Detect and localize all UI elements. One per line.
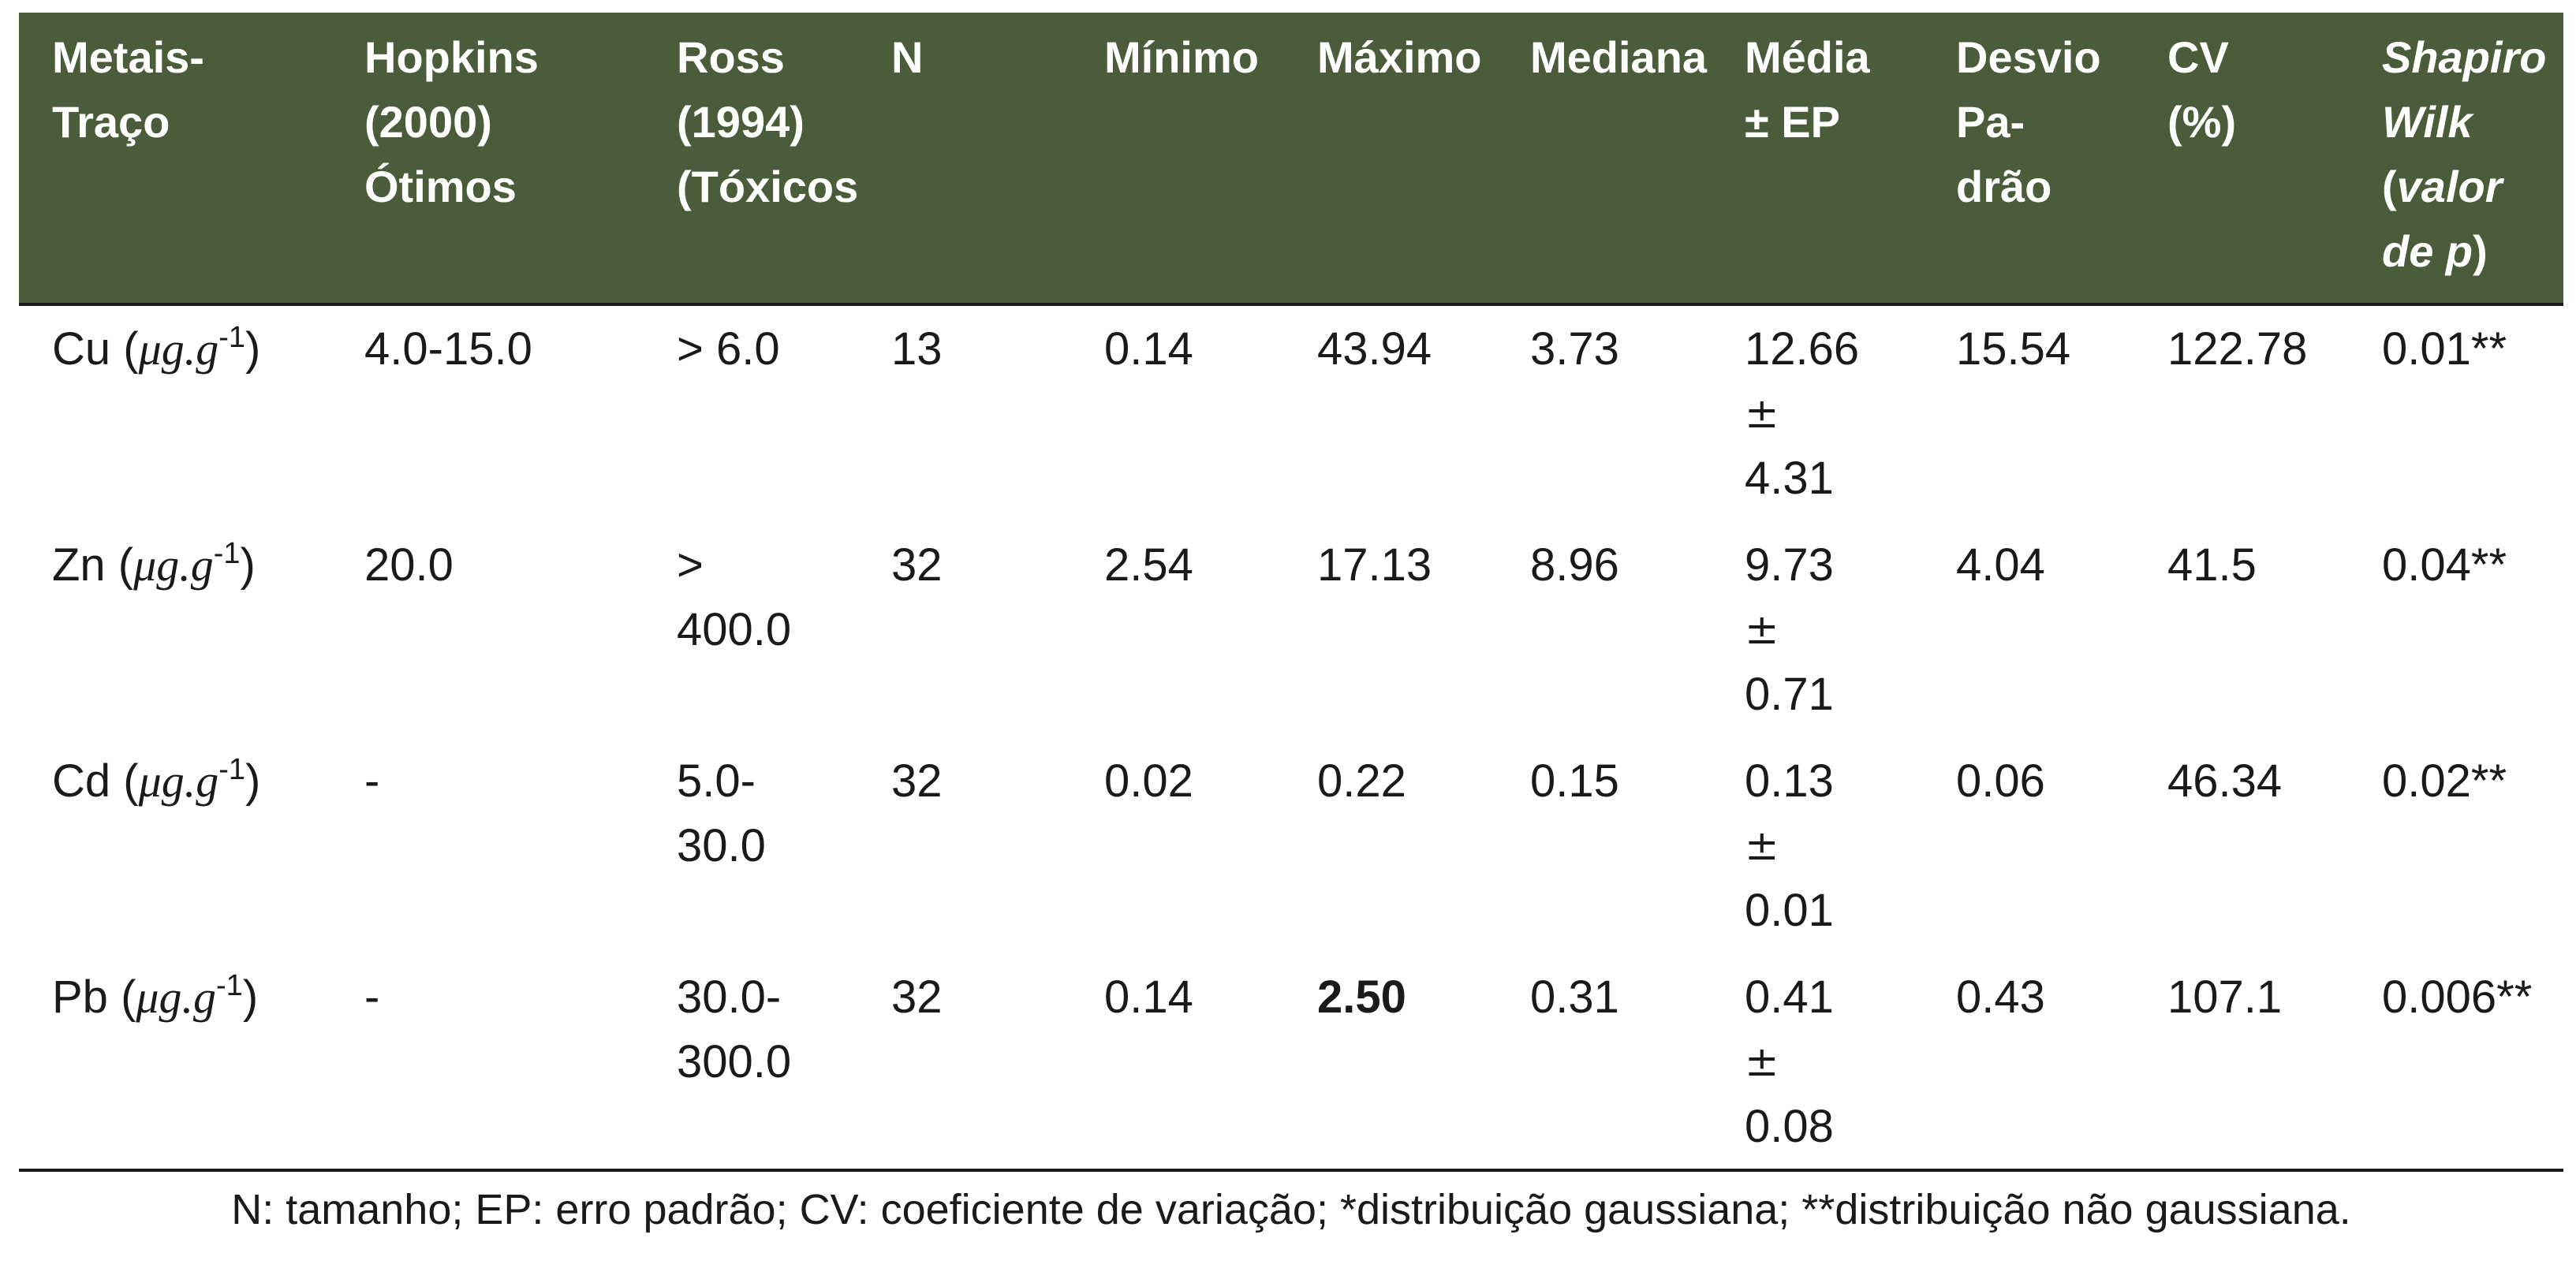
cell-mediana: 8.96 (1530, 539, 1619, 591)
cell-mediana: 3.73 (1530, 323, 1619, 375)
trace-metals-table: Metais- Traço Hopkins (2000) Ótimos Ross… (19, 13, 2563, 1169)
table-footnote: N: tamanho; EP: erro padrão; CV: coefici… (231, 1186, 2351, 1233)
cell-n: 13 (891, 323, 943, 375)
cell-n: 32 (891, 539, 943, 591)
cell-minimo: 0.14 (1104, 323, 1193, 375)
table-row: Cu (μg.g-1) 4.0-15.0 > 6.0 13 0.14 43.94 3.73 1… (19, 303, 2563, 520)
header-minimo: Mínimo (1104, 32, 1259, 82)
header-hopkins: Hopkins (2000) Ótimos (364, 32, 539, 211)
header-maximo: Máximo (1317, 32, 1482, 82)
cell-desvio: 4.04 (1956, 539, 2045, 591)
cell-hopkins: 20.0 (364, 539, 454, 591)
table-header-row: Metais- Traço Hopkins (2000) Ótimos Ross… (19, 13, 2563, 303)
cell-ross: 5.0- 30.0 (677, 755, 766, 871)
cell-cv: 122.78 (2167, 323, 2308, 375)
cell-media-ep: 0.41 ±0.08 (1745, 972, 1834, 1152)
cell-desvio: 0.06 (1956, 755, 2045, 807)
header-desvio-padrao: Desvio Pa- drão (1956, 32, 2101, 211)
cell-shapiro-wilk: 0.006** (2382, 972, 2533, 1023)
header-cv: CV (%) (2167, 32, 2237, 147)
cell-cv: 107.1 (2167, 972, 2283, 1023)
cell-metal: Pb (μg.g-1) (52, 969, 259, 1023)
cell-ross: 30.0- 300.0 (677, 972, 792, 1087)
cell-maximo: 43.94 (1317, 323, 1432, 375)
cell-hopkins: - (364, 972, 380, 1023)
header-mediana: Mediana (1530, 32, 1708, 82)
cell-desvio: 0.43 (1956, 972, 2045, 1023)
cell-minimo: 0.02 (1104, 755, 1193, 807)
cell-maximo: 0.22 (1317, 755, 1406, 807)
header-media-ep: Média ± EP (1745, 32, 1870, 147)
cell-hopkins: 4.0-15.0 (364, 323, 532, 375)
header-rule (19, 303, 2563, 306)
cell-shapiro-wilk: 0.04** (2382, 539, 2507, 591)
header-shapiro-wilk: Shapiro Wilk (valor de p) (2382, 32, 2547, 276)
cell-cv: 41.5 (2167, 539, 2257, 591)
table-row: Zn (μg.g-1) 20.0 >400.0 32 2.54 17.13 8.96 9.73… (19, 520, 2563, 737)
cell-shapiro-wilk: 0.02** (2382, 755, 2507, 807)
cell-cv: 46.34 (2167, 755, 2283, 807)
header-n: N (891, 32, 924, 82)
cell-media-ep: 9.73 ±0.71 (1745, 539, 1834, 720)
cell-minimo: 0.14 (1104, 972, 1193, 1023)
cell-mediana: 0.31 (1530, 972, 1619, 1023)
table-bottom-rule (19, 1169, 2563, 1172)
cell-desvio: 15.54 (1956, 323, 2071, 375)
cell-n: 32 (891, 755, 943, 807)
table-row: Cd (μg.g-1) - 5.0- 30.0 32 0.02 0.22 0.15 0.13 ±0… (19, 737, 2563, 953)
table-row: Pb (μg.g-1) - 30.0- 300.0 32 0.14 2.50 0.31 0.41… (19, 953, 2563, 1169)
header-metais-traco: Metais- Traço (52, 32, 204, 147)
cell-media-ep: 0.13 ±0.01 (1745, 755, 1834, 936)
cell-metal: Cd (μg.g-1) (52, 753, 261, 807)
cell-shapiro-wilk: 0.01** (2382, 323, 2507, 375)
cell-n: 32 (891, 972, 943, 1023)
cell-metal: Cu (μg.g-1) (52, 321, 261, 375)
cell-maximo: 2.50 (1317, 972, 1406, 1023)
cell-maximo: 17.13 (1317, 539, 1432, 591)
cell-mediana: 0.15 (1530, 755, 1619, 807)
cell-ross: > 6.0 (677, 323, 780, 375)
cell-metal: Zn (μg.g-1) (52, 537, 256, 591)
header-ross: Ross (1994) (Tóxicos (677, 32, 858, 211)
cell-media-ep: 12.66 ±4.31 (1745, 323, 1860, 504)
cell-ross: >400.0 (677, 539, 792, 655)
cell-minimo: 2.54 (1104, 539, 1193, 591)
cell-hopkins: - (364, 755, 380, 807)
